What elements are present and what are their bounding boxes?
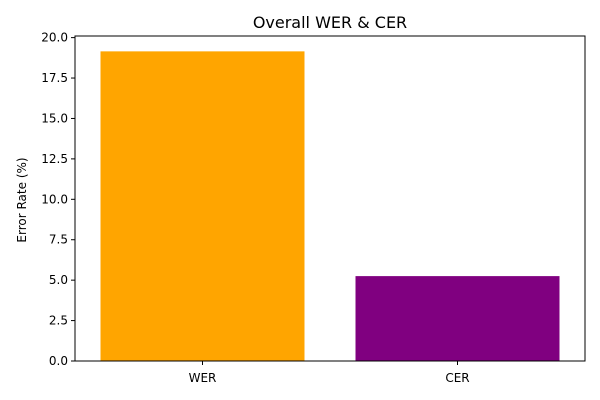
- y-tick-label: 2.5: [49, 314, 68, 328]
- chart-title: Overall WER & CER: [253, 13, 407, 32]
- plot-frame: [74, 35, 586, 362]
- axis-ticks: 0.0 2.5 5.0 7.5 10.0 12.5 15.0 17.5 20.0 WER CER: [41, 31, 469, 385]
- x-tick-label: CER: [445, 371, 469, 385]
- y-tick-label: 0.0: [49, 354, 68, 368]
- bar-cer: [355, 276, 560, 361]
- y-tick-label: 10.0: [41, 192, 68, 206]
- y-axis-label: Error Rate (%): [15, 157, 29, 242]
- y-tick-label: 12.5: [41, 152, 68, 166]
- y-tick-label: 17.5: [41, 71, 68, 85]
- y-tick-label: 7.5: [49, 233, 68, 247]
- bar-wer: [100, 51, 305, 362]
- x-tick-label: WER: [189, 371, 217, 385]
- y-tick-label: 5.0: [49, 273, 68, 287]
- y-tick-label: 20.0: [41, 31, 68, 45]
- y-tick-label: 15.0: [41, 111, 68, 125]
- bars: [100, 51, 560, 362]
